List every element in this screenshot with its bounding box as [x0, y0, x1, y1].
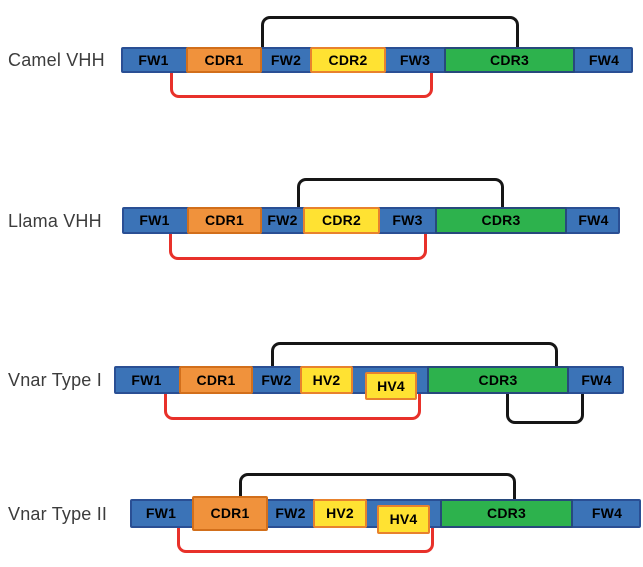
row-label-vnar-type-i: Vnar Type I	[8, 370, 102, 390]
vnar-type-i-segment-cdr3-label: CDR3	[478, 372, 518, 388]
camel-vhh-black-top-disulfide-bond-bracket	[261, 16, 519, 50]
llama-vhh-segment-fw2-label: FW2	[267, 212, 298, 228]
vnar-type-i-segment-hv2	[300, 366, 353, 394]
vnar-type-i-segment-cdr1-label: CDR1	[196, 372, 236, 388]
llama-vhh-segment-cdr1	[187, 207, 262, 234]
llama-vhh-segment-fw3-label: FW3	[392, 212, 423, 228]
vnar-type-ii-segment-fw2-label: FW2	[275, 505, 306, 521]
row-label-llama-vhh: Llama VHH	[8, 210, 102, 231]
vnar-type-ii-segment-hv4	[377, 505, 430, 534]
vnar-type-ii-red-bottom-disulfide-bond-bracket	[177, 525, 434, 553]
camel-vhh-segment-cdr1-label: CDR1	[204, 52, 244, 68]
vnar-type-ii-segment-hv2	[313, 499, 367, 528]
camel-vhh-segment-cdr2	[310, 47, 386, 73]
vnar-type-ii-segment-hv2-label: HV2	[326, 505, 354, 521]
camel-vhh-segment-fw1-label: FW1	[138, 52, 169, 68]
row-label-vnar-type-ii: Vnar Type II	[8, 503, 108, 524]
vnar-type-ii-segment-cdr1	[192, 496, 268, 531]
llama-vhh-red-bottom-disulfide-bond-bracket	[169, 231, 427, 260]
vnar-type-ii-segment-hv4-label: HV4	[389, 511, 418, 527]
camel-vhh-segment-cdr3	[444, 47, 575, 73]
vnar-type-i-segment-hv4-label: HV4	[377, 378, 405, 394]
vnar-type-i-segment-fw4-label: FW4	[581, 372, 612, 388]
vnar-type-ii-segment-cdr3-label: CDR3	[487, 505, 526, 521]
vnar-type-i-black-bottom-disulfide-bond-bracket	[506, 391, 584, 424]
camel-vhh-segment-cdr1	[186, 47, 262, 73]
llama-vhh-segment-cdr3	[435, 207, 567, 234]
llama-vhh-black-top-disulfide-bond-bracket	[297, 178, 504, 210]
camel-vhh-segment-cdr3-label: CDR3	[490, 52, 529, 68]
vnar-type-i-segment-fw1-label: FW1	[131, 372, 162, 388]
vnar-type-i-segment-fw2-label: FW2	[261, 372, 292, 388]
vnar-type-i-segment-cdr3	[427, 366, 569, 394]
llama-vhh-segment-cdr1-label: CDR1	[205, 212, 244, 228]
camel-vhh-segment-cdr2-label: CDR2	[328, 52, 368, 68]
vnar-type-i-black-top-disulfide-bond-bracket	[271, 342, 558, 369]
camel-vhh-segment-fw3-label: FW3	[399, 52, 431, 68]
camel-vhh-segment-fw2-label: FW2	[270, 52, 302, 68]
vnar-type-i-red-bottom-disulfide-bond-bracket	[164, 391, 421, 420]
vnar-type-ii-black-top-disulfide-bond-bracket	[239, 473, 516, 502]
llama-vhh-segment-fw4-label: FW4	[578, 212, 609, 228]
camel-vhh-red-bottom-disulfide-bond-bracket	[170, 70, 433, 98]
vnar-type-i-segment-hv2-label: HV2	[312, 372, 341, 388]
llama-vhh-segment-cdr2	[303, 207, 380, 234]
vnar-type-ii-segment-cdr1-label: CDR1	[210, 505, 250, 521]
vnar-type-ii-segment-fw1-label: FW1	[145, 505, 177, 521]
llama-vhh-segment-cdr3-label: CDR3	[481, 212, 521, 228]
vnar-type-ii-segment-cdr3	[440, 499, 573, 528]
llama-vhh-segment-fw1-label: FW1	[139, 212, 170, 228]
vnar-type-i-segment-hv4	[365, 372, 417, 400]
row-label-camel-vhh: Camel VHH	[8, 50, 105, 70]
camel-vhh-segment-fw4-label: FW4	[588, 52, 620, 68]
vnar-type-i-segment-cdr1	[179, 366, 253, 394]
llama-vhh-segment-cdr2-label: CDR2	[322, 212, 361, 228]
vnar-type-ii-segment-fw4-label: FW4	[591, 505, 623, 521]
